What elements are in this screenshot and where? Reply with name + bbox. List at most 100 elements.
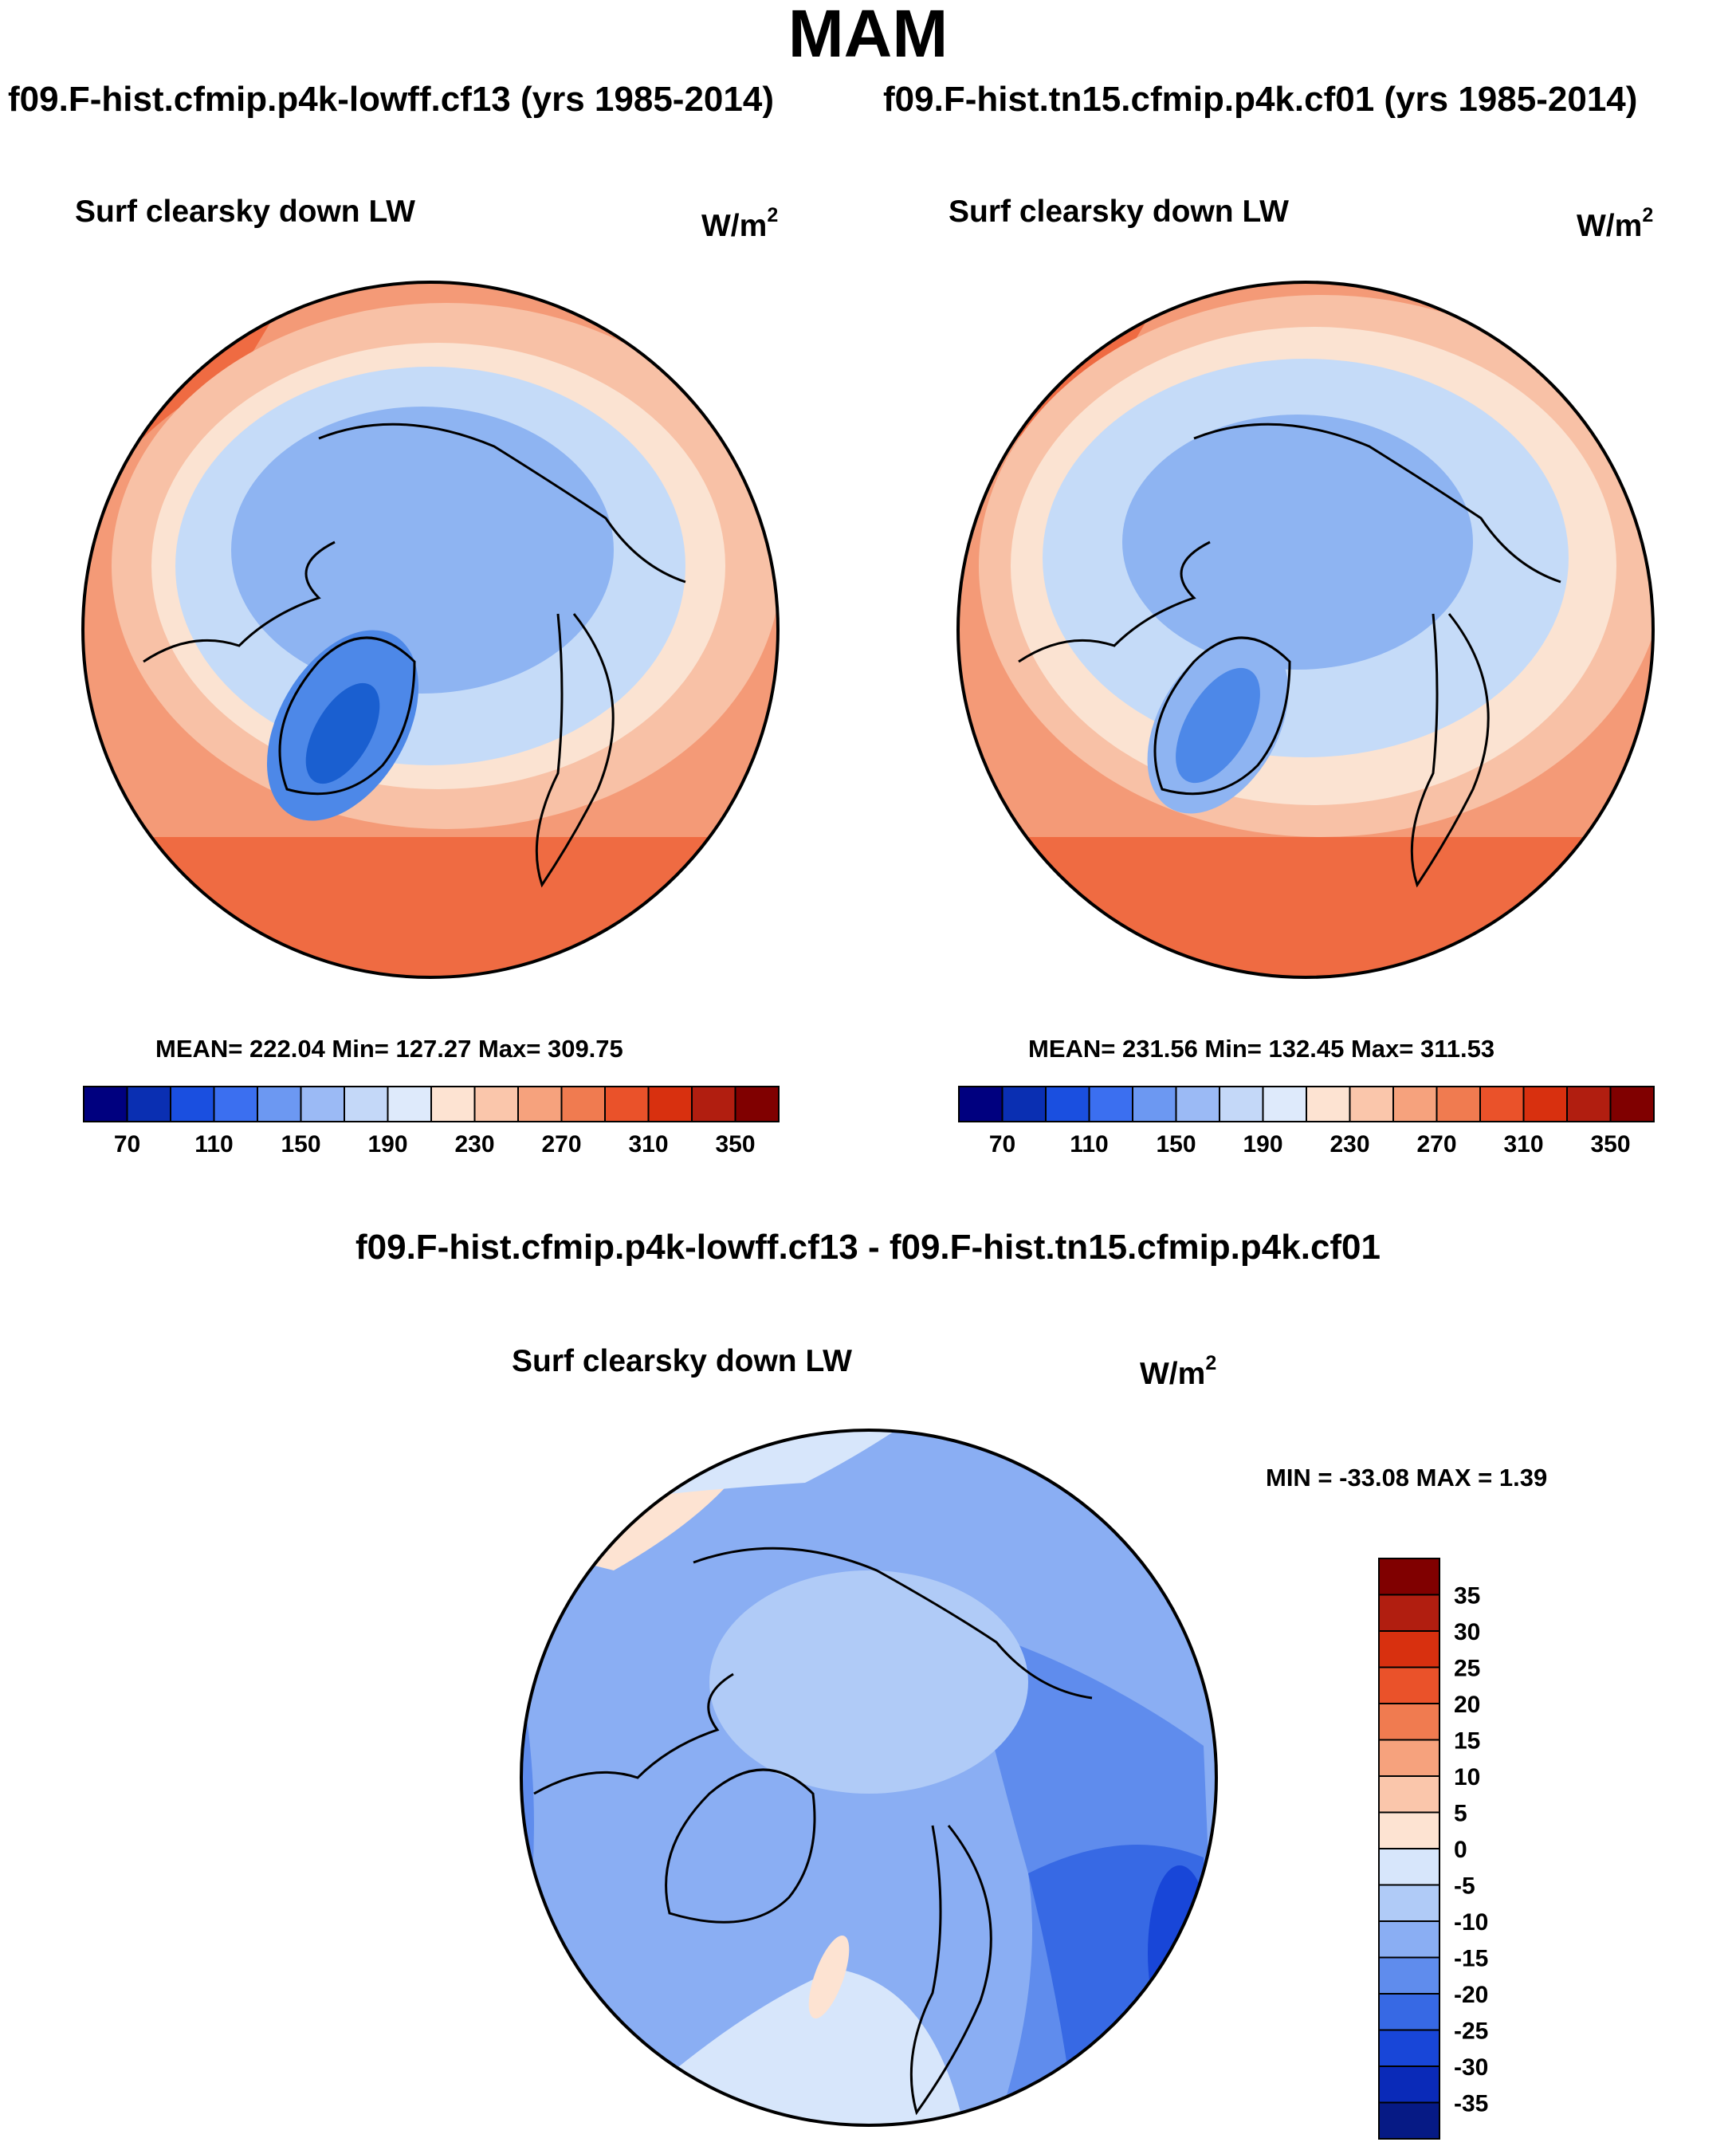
colorbar-left-swatch	[170, 1086, 215, 1122]
colorbar-left-swatch	[257, 1086, 302, 1122]
map-1-fill-arctic	[231, 407, 614, 694]
colorbar-left-swatch	[126, 1086, 171, 1122]
map-1-coast-canada	[143, 540, 336, 663]
map-2-coast-siberia	[1193, 423, 1561, 584]
colorbar-right-tick-label: 70	[989, 1131, 1015, 1158]
colorbar-right-swatch	[1436, 1086, 1481, 1122]
panel-1-units: W/m2	[701, 201, 778, 244]
colorbar-difference-swatch	[1378, 1993, 1440, 2031]
map-3-fill-greenland-positive	[808, 1935, 850, 2019]
panel-1-stats: MEAN= 222.04 Min= 127.27 Max= 309.75	[155, 1035, 623, 1063]
panel-3-variable: Surf clearsky down LW	[512, 1344, 852, 1378]
colorbar-left-swatch	[83, 1086, 128, 1122]
map-3-fill-east-core	[1148, 1865, 1212, 2041]
map-panel-2	[956, 281, 1655, 979]
colorbar-difference-tick-label: 20	[1454, 1692, 1480, 1718]
colorbar-difference-tick-label: 10	[1454, 1764, 1480, 1790]
panel-2-variable: Surf clearsky down LW	[949, 195, 1289, 229]
map-2-coast-scandinavia	[1410, 613, 1490, 888]
colorbar-right: 70 110 150 190 230 270 310 350	[958, 1086, 1655, 1158]
colorbar-difference-swatch	[1378, 2065, 1440, 2104]
colorbar-difference-tick-label: 0	[1454, 1837, 1467, 1863]
colorbar-difference-swatch	[1378, 1956, 1440, 1995]
colorbar-right-tick-label: 270	[1416, 1131, 1456, 1158]
figure-title: MAM	[787, 0, 949, 71]
colorbar-right-swatch	[1088, 1086, 1133, 1122]
colorbar-right-tick-label: 110	[1070, 1131, 1108, 1158]
map-2-border	[956, 281, 1655, 979]
colorbar-left-tick-label: 190	[367, 1131, 407, 1158]
difference-title: f09.F-hist.cfmip.p4k-lowff.cf13 - f09.F-…	[355, 1228, 1381, 1267]
map-1-fill-greenland-core	[305, 682, 380, 784]
map-1-border	[81, 281, 780, 979]
colorbar-difference-tick-label: -5	[1454, 1873, 1475, 1900]
colorbar-right-tick-label: 190	[1243, 1131, 1282, 1158]
colorbar-difference-swatch	[1378, 1594, 1440, 1632]
colorbar-left-swatch	[300, 1086, 345, 1122]
colorbar-difference-swatch	[1378, 2101, 1440, 2140]
colorbar-right-tick-label: 150	[1156, 1131, 1196, 1158]
colorbar-left-swatch	[604, 1086, 650, 1122]
colorbar-right-swatch	[1566, 1086, 1612, 1122]
map-3-coast-greenland	[665, 1768, 816, 1924]
map-2-fill-arctic	[1122, 415, 1473, 670]
colorbar-right-swatch	[1001, 1086, 1047, 1122]
colorbar-difference-tick-label: 35	[1454, 1583, 1480, 1610]
colorbar-left-swatch	[473, 1086, 519, 1122]
panel-3-units: W/m2	[1140, 1349, 1216, 1392]
map-1-fill-south	[83, 837, 778, 977]
colorbar-difference-tick-label: -35	[1454, 2091, 1488, 2117]
colorbar-left-swatch	[213, 1086, 258, 1122]
colorbar-difference-swatch	[1378, 1739, 1440, 1777]
panel-2-units-sup: 2	[1642, 204, 1654, 226]
colorbar-difference-tick-label: -25	[1454, 2018, 1488, 2045]
map-3-border	[520, 1429, 1218, 2127]
colorbar-left-tick-label: 230	[454, 1131, 494, 1158]
map-3-fill-arctic	[709, 1570, 1028, 1794]
colorbar-right-swatch	[1262, 1086, 1307, 1122]
panel-1-units-base: W/m	[701, 209, 768, 243]
map-panel-1	[81, 281, 780, 979]
map-3-coast-scandinavia	[909, 1825, 992, 2116]
colorbar-left-swatch	[734, 1086, 780, 1122]
map-1-coast-scandinavia	[535, 613, 615, 888]
colorbar-difference-tick-label: -15	[1454, 1946, 1488, 1972]
panel-2-units: W/m2	[1577, 201, 1653, 244]
map-3-coastlines	[533, 1547, 1093, 2116]
colorbar-right-tick-label: 230	[1329, 1131, 1369, 1158]
map-1-coast-siberia	[318, 423, 686, 584]
colorbar-left-swatch	[647, 1086, 693, 1122]
panel-2-stats: MEAN= 231.56 Min= 132.45 Max= 311.53	[1028, 1035, 1495, 1063]
map-1-coastlines	[143, 423, 686, 888]
colorbar-right-swatch	[1132, 1086, 1177, 1122]
colorbar-difference-swatch	[1378, 1884, 1440, 1922]
colorbar-left: 70 110 150 190 230 270 310 350	[83, 1086, 780, 1158]
colorbar-left-tick-label: 270	[541, 1131, 581, 1158]
colorbar-difference-tick-label: 15	[1454, 1728, 1480, 1755]
colorbar-left-tick-label: 70	[114, 1131, 140, 1158]
panel-1-variable: Surf clearsky down LW	[75, 195, 415, 229]
case-title-left: f09.F-hist.cfmip.p4k-lowff.cf13 (yrs 198…	[8, 80, 774, 119]
colorbar-right-tick-label: 350	[1590, 1131, 1630, 1158]
colorbar-difference-tick-label: 30	[1454, 1619, 1480, 1645]
colorbar-left-swatch	[560, 1086, 606, 1122]
colorbar-right-swatch	[1392, 1086, 1438, 1122]
colorbar-difference-tick-label: -20	[1454, 1982, 1488, 2008]
colorbar-left-swatch	[691, 1086, 736, 1122]
map-3-coast-siberia	[693, 1547, 1093, 1700]
case-title-right: f09.F-hist.tn15.cfmip.p4k.cf01 (yrs 1985…	[883, 80, 1638, 119]
map-2-coast-greenland	[1153, 636, 1291, 796]
panel-2-units-base: W/m	[1577, 209, 1643, 243]
colorbar-right-swatch	[1219, 1086, 1264, 1122]
map-2-coastlines	[1018, 423, 1561, 888]
colorbar-difference-tick-label: 25	[1454, 1656, 1480, 1682]
colorbar-right-swatch	[1349, 1086, 1394, 1122]
colorbar-difference-swatch	[1378, 1775, 1440, 1814]
colorbar-left-tick-label: 150	[281, 1131, 320, 1158]
colorbar-left-tick-label: 110	[194, 1131, 233, 1158]
panel-3-stats: MIN = -33.08 MAX = 1.39	[1266, 1464, 1548, 1492]
colorbar-right-tick-label: 310	[1503, 1131, 1543, 1158]
colorbar-difference-swatch	[1378, 1920, 1440, 1959]
map-2-fill-south	[958, 837, 1653, 977]
colorbar-right-swatch	[1522, 1086, 1568, 1122]
